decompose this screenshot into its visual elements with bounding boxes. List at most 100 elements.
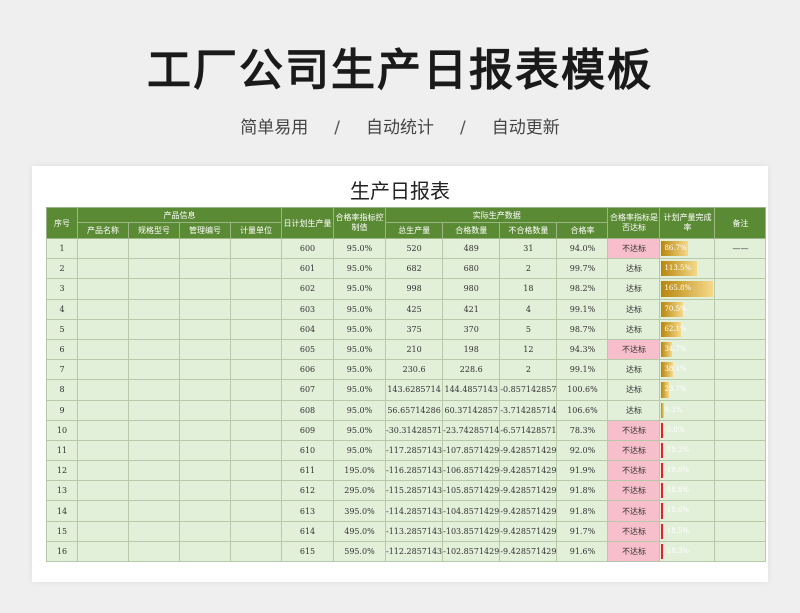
pass-qty-cell[interactable]: 489 [442, 237, 501, 260]
mgmt-code-cell[interactable] [179, 237, 231, 260]
pass-qty-cell[interactable]: -105.8571429 [442, 480, 501, 502]
seq-cell[interactable]: 6 [46, 338, 78, 361]
product-name-cell[interactable] [77, 520, 129, 542]
pass-target-cell[interactable]: 95.0% [333, 379, 386, 401]
mgmt-code-cell[interactable] [179, 540, 231, 563]
mgmt-code-cell[interactable] [179, 399, 231, 421]
pass-target-cell[interactable]: 395.0% [333, 500, 386, 522]
product-name-cell[interactable] [77, 278, 129, 300]
fail-qty-cell[interactable]: -9.428571429 [499, 460, 558, 482]
pass-rate-cell[interactable]: 100.6% [556, 379, 609, 401]
total-cell[interactable]: 143.6285714 [384, 379, 444, 401]
mgmt-code-cell[interactable] [179, 278, 231, 300]
total-cell[interactable]: 682 [384, 258, 444, 280]
pass-rate-cell[interactable]: 99.1% [556, 359, 609, 381]
seq-cell[interactable]: 10 [46, 419, 78, 441]
remark-cell[interactable] [714, 419, 767, 441]
unit-cell[interactable] [230, 318, 282, 340]
product-name-cell[interactable] [77, 359, 129, 381]
total-cell[interactable]: -115.2857143 [384, 480, 444, 502]
product-name-cell[interactable] [77, 318, 129, 340]
mgmt-code-cell[interactable] [179, 439, 231, 462]
remark-cell[interactable] [714, 359, 767, 381]
unit-cell[interactable] [230, 379, 282, 401]
pass-rate-cell[interactable]: 91.6% [556, 540, 609, 563]
pass-target-cell[interactable]: 95.0% [333, 278, 386, 300]
pass-rate-cell[interactable]: 91.7% [556, 520, 609, 542]
pass-qty-cell[interactable]: 980 [442, 278, 501, 300]
daily-plan-cell[interactable]: 600 [281, 237, 334, 260]
spec-model-cell[interactable] [128, 540, 180, 563]
product-name-cell[interactable] [77, 237, 129, 260]
status-cell[interactable]: 达标 [607, 379, 661, 401]
fail-qty-cell[interactable]: -9.428571429 [499, 439, 558, 462]
product-name-cell[interactable] [77, 439, 129, 462]
pass-target-cell[interactable]: 95.0% [333, 237, 386, 260]
spec-model-cell[interactable] [128, 237, 180, 260]
product-name-cell[interactable] [77, 540, 129, 563]
seq-cell[interactable]: 12 [46, 460, 78, 482]
fail-qty-cell[interactable]: 5 [499, 318, 558, 340]
status-cell[interactable]: 达标 [607, 298, 661, 320]
spec-model-cell[interactable] [128, 359, 180, 381]
plan-completion-cell[interactable]: 34.7% [659, 338, 716, 361]
status-cell[interactable]: 不达标 [607, 540, 661, 563]
product-name-cell[interactable] [77, 399, 129, 421]
plan-completion-cell[interactable]: 9.3% [659, 399, 716, 421]
plan-completion-cell[interactable]: -18.3% [659, 540, 716, 563]
total-cell[interactable]: 375 [384, 318, 444, 340]
total-cell[interactable]: 56.65714286 [384, 399, 444, 421]
seq-cell[interactable]: 5 [46, 318, 78, 340]
product-name-cell[interactable] [77, 258, 129, 280]
pass-rate-cell[interactable]: 91.8% [556, 500, 609, 522]
mgmt-code-cell[interactable] [179, 379, 231, 401]
fail-qty-cell[interactable]: -9.428571429 [499, 540, 558, 563]
plan-completion-cell[interactable]: 70.5% [659, 298, 716, 320]
daily-plan-cell[interactable]: 602 [281, 278, 334, 300]
mgmt-code-cell[interactable] [179, 500, 231, 522]
status-cell[interactable]: 达标 [607, 278, 661, 300]
remark-cell[interactable] [714, 258, 767, 280]
fail-qty-cell[interactable]: 2 [499, 258, 558, 280]
mgmt-code-cell[interactable] [179, 419, 231, 441]
spec-model-cell[interactable] [128, 520, 180, 542]
total-cell[interactable]: -116.2857143 [384, 460, 444, 482]
seq-cell[interactable]: 2 [46, 258, 78, 280]
spec-model-cell[interactable] [128, 258, 180, 280]
status-cell[interactable]: 达标 [607, 318, 661, 340]
fail-qty-cell[interactable]: -9.428571429 [499, 500, 558, 522]
spec-model-cell[interactable] [128, 338, 180, 361]
remark-cell[interactable] [714, 520, 767, 542]
pass-qty-cell[interactable]: -104.8571429 [442, 500, 501, 522]
remark-cell[interactable] [714, 338, 767, 361]
total-cell[interactable]: -112.2857143 [384, 540, 444, 563]
pass-rate-cell[interactable]: 99.7% [556, 258, 609, 280]
total-cell[interactable]: 230.6 [384, 359, 444, 381]
unit-cell[interactable] [230, 258, 282, 280]
plan-completion-cell[interactable]: 23.7% [659, 379, 716, 401]
daily-plan-cell[interactable]: 605 [281, 338, 334, 361]
daily-plan-cell[interactable]: 612 [281, 480, 334, 502]
daily-plan-cell[interactable]: 601 [281, 258, 334, 280]
spec-model-cell[interactable] [128, 419, 180, 441]
daily-plan-cell[interactable]: 607 [281, 379, 334, 401]
pass-qty-cell[interactable]: 60.37142857 [442, 399, 501, 421]
unit-cell[interactable] [230, 540, 282, 563]
pass-qty-cell[interactable]: -103.8571429 [442, 520, 501, 542]
unit-cell[interactable] [230, 278, 282, 300]
pass-rate-cell[interactable]: 94.0% [556, 237, 609, 260]
product-name-cell[interactable] [77, 379, 129, 401]
pass-target-cell[interactable]: 95.0% [333, 439, 386, 462]
plan-completion-cell[interactable]: -19.2% [659, 439, 716, 462]
remark-cell[interactable] [714, 439, 767, 462]
spec-model-cell[interactable] [128, 439, 180, 462]
pass-qty-cell[interactable]: -23.74285714 [442, 419, 501, 441]
pass-qty-cell[interactable]: 421 [442, 298, 501, 320]
total-cell[interactable]: -30.31428571 [384, 419, 444, 441]
seq-cell[interactable]: 11 [46, 439, 78, 462]
status-cell[interactable]: 不达标 [607, 500, 661, 522]
mgmt-code-cell[interactable] [179, 520, 231, 542]
pass-target-cell[interactable]: 95.0% [333, 419, 386, 441]
status-cell[interactable]: 不达标 [607, 419, 661, 441]
fail-qty-cell[interactable]: 18 [499, 278, 558, 300]
